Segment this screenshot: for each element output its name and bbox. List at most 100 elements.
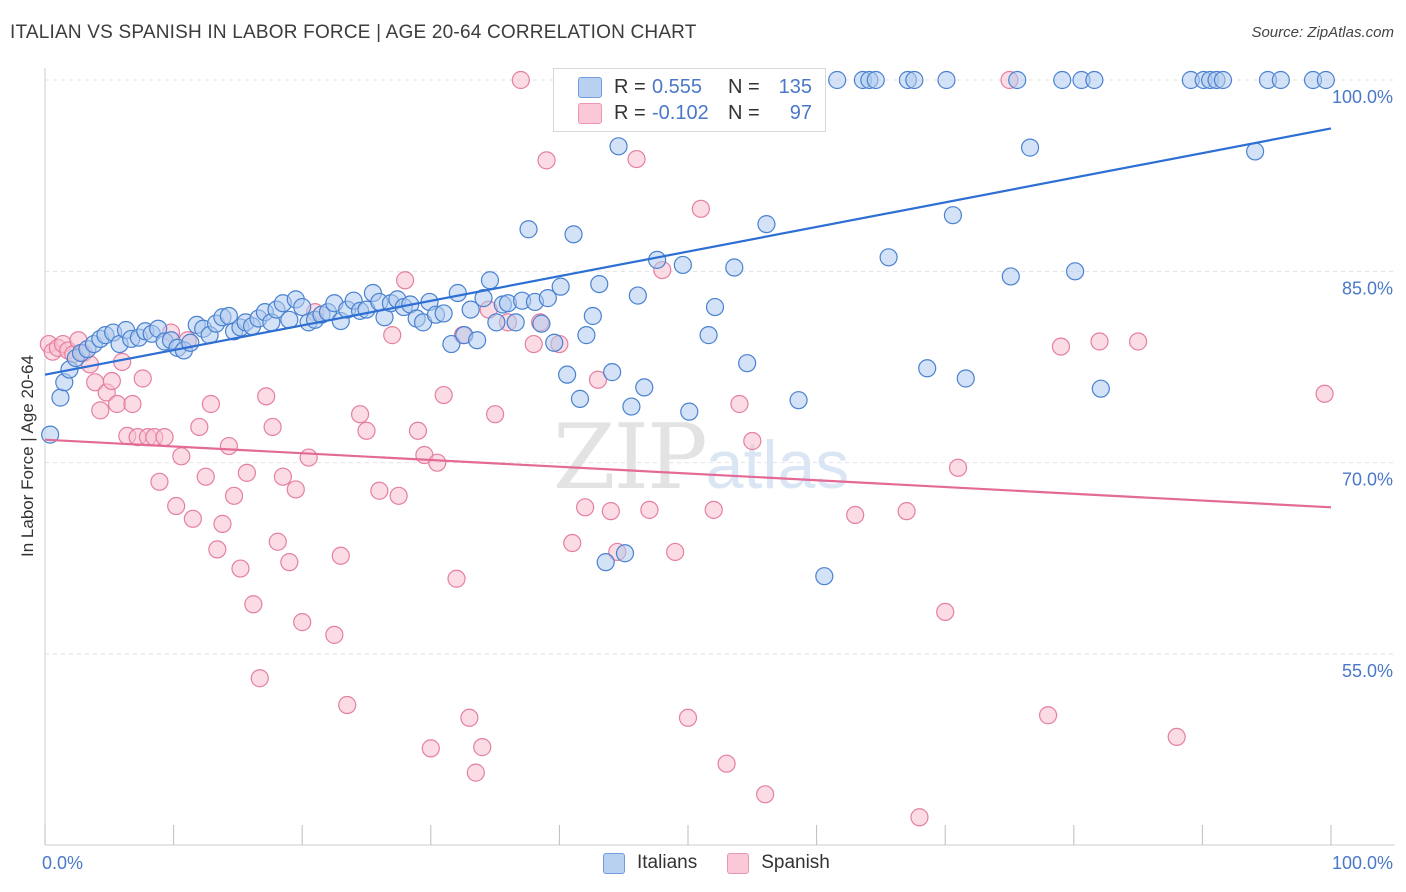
spanish-point-85	[691, 199, 710, 218]
italians-point-86	[590, 274, 609, 294]
italians-point-98	[699, 326, 718, 345]
legend-spanish-r: -0.102	[652, 101, 709, 124]
spanish-point-93	[910, 808, 929, 827]
spanish-point-50	[338, 695, 357, 715]
spanish-point-102	[1315, 384, 1334, 403]
spanish-point-41	[268, 532, 287, 551]
italians-point-129	[1085, 70, 1104, 90]
y-tick-label-2: 70.0%	[1342, 470, 1393, 490]
watermark: ZIPatlas	[553, 405, 849, 510]
spanish-point-28	[190, 417, 209, 437]
italians-point-79	[545, 333, 564, 352]
spanish-point-99	[1090, 332, 1109, 351]
italians-point-91	[622, 397, 641, 416]
spanish-point-35	[231, 559, 250, 578]
watermark-atlas: atlas	[705, 427, 850, 503]
spanish-point-97	[1038, 706, 1058, 725]
legend-italians-n: 135	[778, 75, 812, 98]
spanish-point-81	[640, 500, 659, 519]
spanish-point-44	[286, 480, 305, 499]
spanish-point-60	[428, 453, 447, 472]
spanish-swatch	[578, 102, 602, 124]
italians-trend-line	[44, 127, 1332, 376]
legend-row-spanish: R = -0.102 N = 97	[578, 101, 812, 125]
spanish-point-52	[357, 421, 376, 440]
italians-point-116	[879, 248, 898, 267]
spanish-point-40	[263, 417, 282, 437]
italians-point-125	[1020, 138, 1040, 157]
spanish-point-57	[408, 421, 428, 440]
spanish-point-42	[273, 467, 293, 486]
italians-point-78	[538, 289, 557, 308]
italians-point-67	[467, 331, 487, 350]
spanish-point-32	[213, 514, 232, 533]
spanish-trend-line	[44, 438, 1332, 509]
italians-point-112	[828, 70, 847, 90]
spanish-point-70	[511, 70, 530, 90]
spanish-legend-label: Spanish	[761, 852, 830, 873]
italians-point-123	[1001, 267, 1020, 286]
legend-r-label: R =	[614, 75, 646, 98]
spanish-point-77	[588, 370, 608, 389]
italians-point-90	[615, 544, 635, 563]
italians-point-96	[673, 255, 692, 275]
legend-row-italians: R = 0.555 N = 135	[578, 75, 812, 99]
spanish-point-95	[948, 458, 968, 477]
spanish-point-34	[224, 486, 244, 505]
italians-point-85	[583, 306, 602, 326]
italians-legend-label: Italians	[637, 852, 698, 873]
italians-point-82	[564, 225, 583, 244]
italians-point-119	[918, 359, 937, 378]
spanish-point-45	[293, 613, 312, 632]
italians-point-81	[558, 365, 577, 384]
spanish-point-61	[434, 385, 453, 405]
italians-point-70	[487, 313, 506, 332]
italians-point-69	[480, 271, 500, 290]
spanish-point-65	[466, 763, 485, 782]
axes	[44, 68, 1395, 846]
spanish-point-29	[196, 467, 215, 486]
legend-italians-r: 0.555	[652, 75, 703, 98]
italians-point-93	[635, 378, 654, 397]
italians-point-92	[628, 286, 647, 305]
italians-point-88	[603, 363, 622, 382]
spanish-point-66	[473, 738, 492, 757]
trend-lines	[44, 127, 1332, 509]
italians-point-40	[293, 297, 312, 317]
italians-point-127	[1065, 262, 1085, 281]
italians-point-63	[442, 334, 461, 354]
spanish-point-98	[1051, 337, 1071, 356]
spanish-point-64	[460, 708, 479, 727]
italians-point-87	[596, 553, 615, 572]
spanish-point-43	[280, 553, 299, 572]
spanish-point-90	[756, 785, 775, 804]
italians-point-108	[789, 391, 808, 410]
series-legend: Italians Spanish	[603, 852, 860, 874]
spanish-point-89	[743, 431, 762, 451]
italians-point-75	[519, 220, 538, 239]
spanish-point-88	[730, 394, 749, 414]
spanish-point-56	[395, 271, 415, 290]
italians-point-66	[461, 300, 480, 319]
italians-point-99	[705, 297, 725, 317]
italians-point-124	[1008, 70, 1027, 90]
spanish-point-55	[389, 486, 408, 505]
legend-item-spanish[interactable]: Spanish	[727, 852, 830, 874]
italians-legend-swatch	[603, 852, 625, 874]
legend-item-italians[interactable]: Italians	[603, 852, 697, 874]
italians-point-135	[1213, 70, 1233, 90]
y-tick-label-3: 55.0%	[1342, 661, 1393, 681]
x-tick-label-0: 0.0%	[42, 853, 83, 873]
italians-point-126	[1053, 70, 1072, 90]
spanish-point-12	[102, 371, 121, 391]
spanish-point-94	[936, 602, 955, 622]
spanish-point-54	[383, 326, 402, 345]
spanish-point-31	[208, 540, 227, 559]
spanish-point-24	[167, 496, 186, 516]
spanish-point-13	[107, 394, 127, 414]
spanish-point-92	[897, 502, 916, 521]
spanish-point-84	[678, 708, 698, 727]
spanish-point-39	[257, 387, 276, 406]
spanish-point-36	[237, 463, 257, 482]
source-label: Source: ZipAtlas.com	[1251, 24, 1394, 41]
